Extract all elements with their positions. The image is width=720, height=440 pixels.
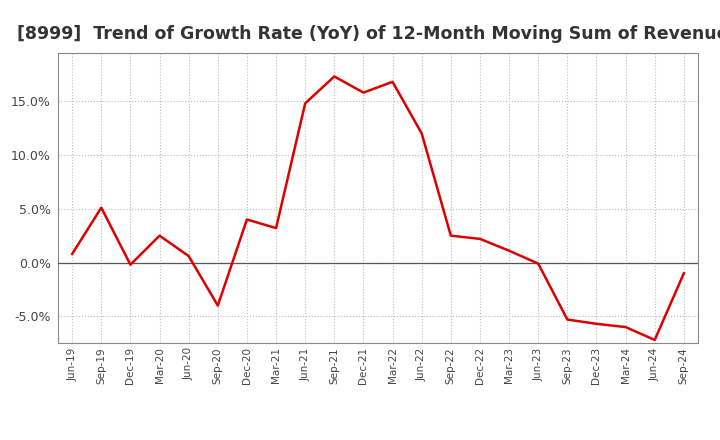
Title: [8999]  Trend of Growth Rate (YoY) of 12-Month Moving Sum of Revenues: [8999] Trend of Growth Rate (YoY) of 12-… xyxy=(17,25,720,43)
